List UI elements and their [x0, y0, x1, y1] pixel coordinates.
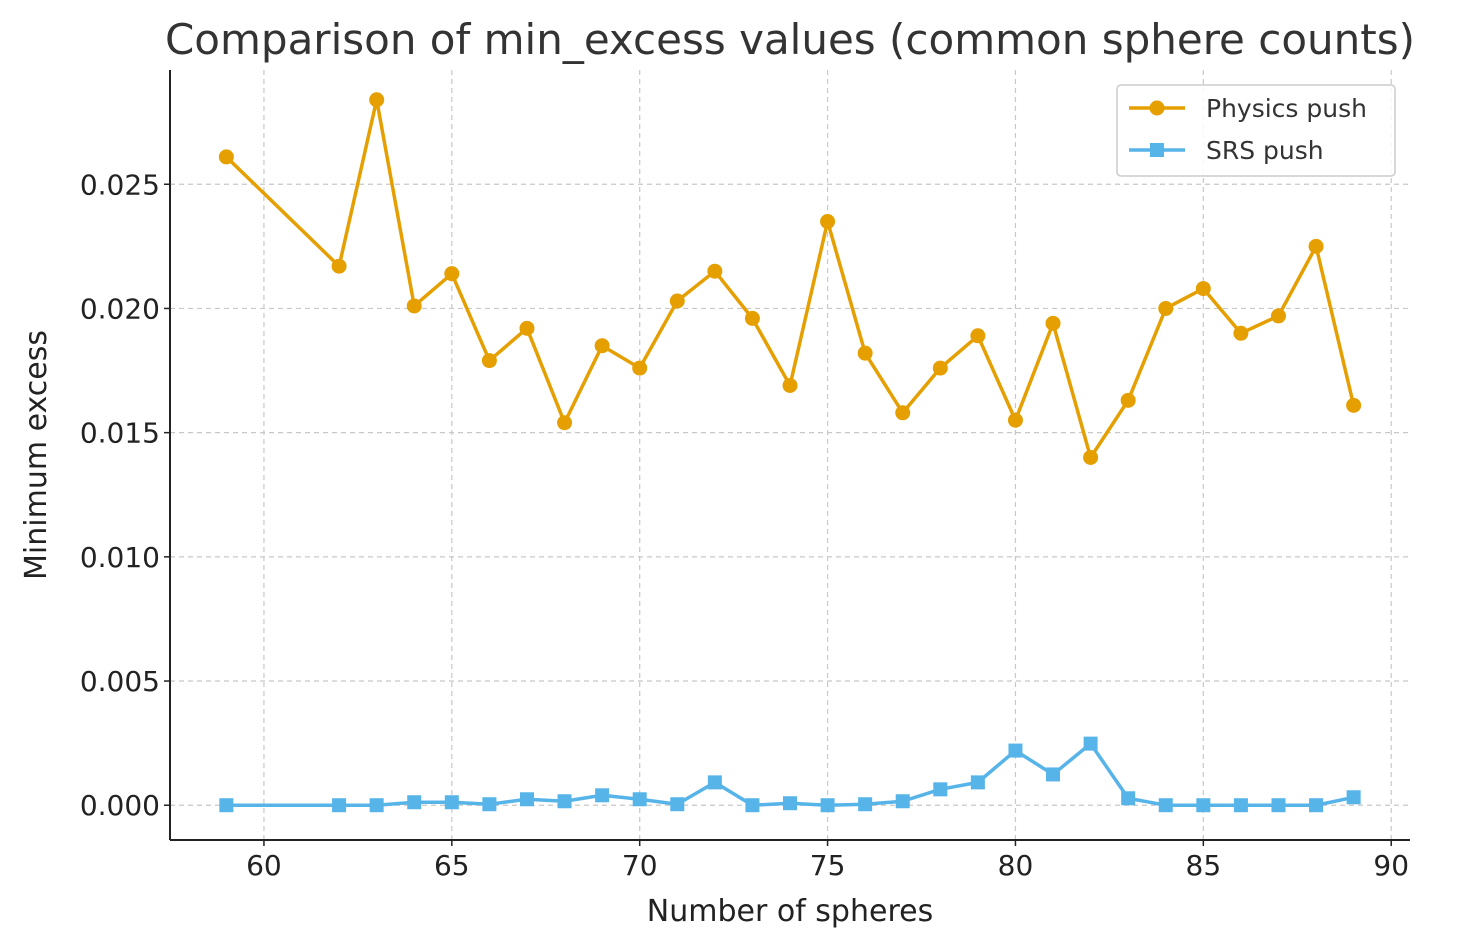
data-point-srs-push [933, 782, 948, 797]
data-point-srs-push [482, 797, 497, 812]
data-point-physics-push [1195, 281, 1211, 297]
x-tick-label: 90 [1373, 849, 1409, 882]
y-tick-label: 0.020 [80, 292, 160, 325]
data-point-physics-push [481, 353, 497, 369]
legend: Physics push SRS push [1116, 84, 1396, 177]
data-point-srs-push [1196, 798, 1211, 813]
data-point-physics-push [557, 415, 573, 431]
legend-marker-physics-push [1149, 100, 1165, 116]
data-point-physics-push [1308, 238, 1324, 254]
data-point-srs-push [519, 792, 534, 807]
data-point-physics-push [519, 320, 535, 336]
y-axis-label: Minimum excess [19, 330, 54, 580]
x-tick-label: 65 [434, 849, 470, 882]
data-point-physics-push [1233, 325, 1249, 341]
y-tick-label: 0.005 [80, 665, 160, 698]
data-point-srs-push [707, 775, 722, 790]
x-tick-label: 80 [998, 849, 1034, 882]
data-point-srs-push [632, 792, 647, 807]
data-point-physics-push [369, 92, 385, 108]
data-point-physics-push [1346, 397, 1362, 413]
y-tick-label: 0.000 [80, 789, 160, 822]
data-point-physics-push [669, 293, 685, 309]
data-point-physics-push [594, 338, 610, 354]
data-point-physics-push [707, 263, 723, 279]
x-axis-label: Number of spheres [647, 894, 933, 929]
data-point-physics-push [444, 266, 460, 282]
data-point-srs-push [1158, 798, 1173, 813]
x-tick-label: 75 [810, 849, 846, 882]
data-point-srs-push [970, 775, 985, 790]
data-point-srs-push [1233, 798, 1248, 813]
data-point-srs-push [332, 798, 347, 813]
data-point-physics-push [932, 360, 948, 376]
data-point-srs-push [1083, 736, 1098, 751]
legend-label-srs-push: SRS push [1206, 136, 1324, 165]
legend-label-physics-push: Physics push [1206, 94, 1367, 123]
series-layer [218, 92, 1362, 813]
data-point-physics-push [1007, 412, 1023, 428]
data-point-srs-push [407, 795, 422, 810]
data-point-physics-push [632, 360, 648, 376]
y-tick-label: 0.025 [80, 168, 160, 201]
data-point-srs-push [1046, 767, 1061, 782]
data-point-physics-push [857, 345, 873, 361]
data-point-srs-push [1309, 798, 1324, 813]
data-point-physics-push [744, 310, 760, 326]
data-point-srs-push [595, 788, 610, 803]
data-point-srs-push [783, 796, 797, 811]
grid [170, 70, 1410, 840]
x-tick-label: 85 [1186, 849, 1222, 882]
data-point-srs-push [1008, 743, 1023, 758]
data-point-physics-push [331, 258, 347, 274]
data-point-srs-push [369, 798, 384, 813]
x-tick-label: 60 [246, 849, 282, 882]
data-point-physics-push [895, 405, 911, 421]
data-point-srs-push [820, 798, 835, 813]
data-point-physics-push [970, 328, 986, 344]
data-point-physics-push [1270, 308, 1286, 324]
data-point-srs-push [444, 795, 459, 810]
data-point-physics-push [1083, 449, 1099, 465]
axis-ticks: 60 65 70 75 80 85 90 0.000 0.005 0.010 0.015 0.020 0… [80, 168, 1409, 882]
data-point-srs-push [1121, 791, 1136, 806]
chart-title: Comparison of min_excess values (common … [165, 15, 1415, 64]
y-tick-label: 0.010 [80, 541, 160, 574]
x-tick-label: 70 [622, 849, 658, 882]
data-point-physics-push [1158, 300, 1174, 316]
data-point-srs-push [1346, 790, 1361, 805]
data-point-srs-push [745, 798, 760, 813]
data-point-srs-push [219, 798, 234, 813]
data-point-srs-push [557, 794, 572, 809]
data-point-srs-push [858, 797, 873, 812]
data-point-srs-push [670, 797, 685, 812]
y-tick-label: 0.015 [80, 417, 160, 450]
data-point-physics-push [782, 377, 798, 393]
series-line-srs-push [226, 741, 1355, 807]
data-point-physics-push [820, 214, 836, 230]
data-point-physics-push [218, 149, 234, 165]
data-point-srs-push [895, 794, 910, 809]
data-point-physics-push [406, 298, 422, 314]
data-point-physics-push [1120, 392, 1136, 408]
data-point-physics-push [1045, 315, 1061, 331]
data-point-srs-push [1271, 798, 1286, 813]
legend-frame [1116, 84, 1396, 177]
legend-marker-srs-push [1150, 143, 1164, 157]
